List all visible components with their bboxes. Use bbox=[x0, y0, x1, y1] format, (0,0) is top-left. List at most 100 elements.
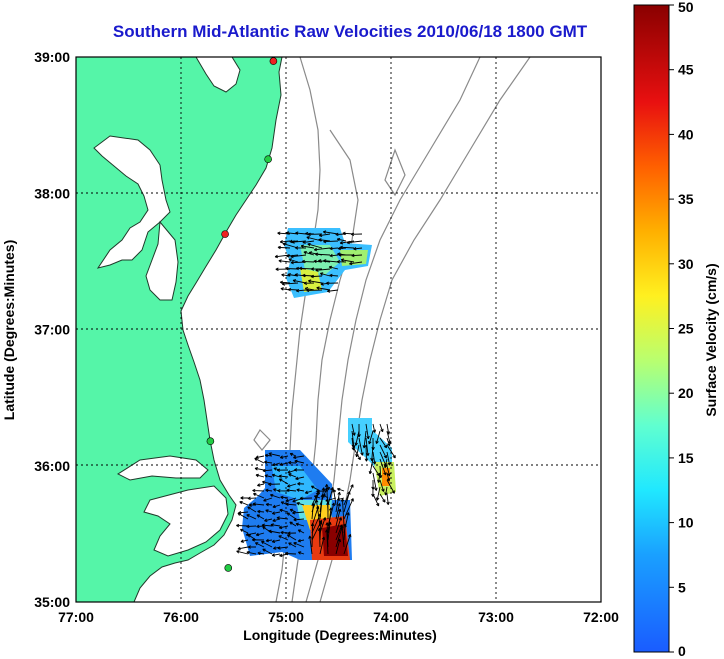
velocity-arrow bbox=[237, 512, 249, 520]
colorbar bbox=[633, 4, 670, 653]
velocity-arrow bbox=[289, 521, 297, 527]
x-tick-label: 76:00 bbox=[163, 609, 199, 625]
velocity-arrow bbox=[256, 514, 265, 520]
velocity-arrow bbox=[236, 523, 249, 528]
y-tick-label: 37:00 bbox=[34, 322, 70, 338]
velocity-arrow bbox=[314, 252, 331, 257]
velocity-arrow bbox=[353, 246, 363, 251]
velocity-arrow bbox=[372, 423, 377, 433]
velocity-arrow bbox=[271, 553, 281, 557]
velocity-arrow bbox=[296, 288, 307, 293]
velocity-arrow bbox=[279, 455, 289, 459]
velocity-arrow bbox=[296, 488, 305, 492]
velocity-arrow bbox=[332, 489, 337, 506]
velocity-arrow bbox=[278, 478, 289, 485]
velocity-arrow bbox=[310, 274, 323, 279]
velocity-arrow bbox=[340, 525, 345, 548]
velocity-arrow bbox=[335, 503, 341, 520]
velocity-arrow bbox=[265, 502, 273, 507]
velocity-arrow bbox=[307, 232, 323, 237]
velocity-arrow bbox=[292, 511, 305, 515]
velocity-arrow bbox=[286, 488, 297, 493]
velocity-arrow bbox=[285, 497, 297, 503]
velocity-arrow bbox=[318, 233, 331, 238]
velocity-arrow bbox=[329, 253, 339, 258]
velocity-arrow bbox=[240, 539, 249, 543]
plot-frame bbox=[75, 56, 602, 603]
velocity-arrow bbox=[310, 267, 323, 271]
velocity-arrow bbox=[296, 501, 305, 506]
velocity-arrow bbox=[328, 265, 339, 270]
velocity-arrow bbox=[246, 514, 257, 520]
station-marker-assateague bbox=[264, 155, 272, 163]
velocity-arrow bbox=[303, 281, 315, 286]
velocity-arrow bbox=[308, 279, 323, 284]
velocity-arrow bbox=[335, 538, 342, 555]
velocity-arrow bbox=[288, 460, 297, 465]
velocity-arrow bbox=[322, 230, 339, 235]
velocity-arrow bbox=[314, 499, 321, 527]
velocity-arrow bbox=[276, 468, 289, 472]
velocity-arrow bbox=[325, 281, 339, 286]
y-tick-label: 38:00 bbox=[34, 185, 70, 201]
velocity-arrow bbox=[286, 534, 297, 541]
velocity-arrow bbox=[325, 497, 337, 502]
colorbar-tick-label: 15 bbox=[678, 450, 694, 466]
velocity-arrow bbox=[288, 542, 297, 548]
velocity-arrow bbox=[254, 542, 265, 548]
velocity-arrow bbox=[386, 437, 391, 447]
velocity-arrow bbox=[337, 487, 345, 492]
velocity-arrow bbox=[386, 493, 390, 505]
velocity-arrow bbox=[275, 267, 291, 272]
velocity-arrow bbox=[308, 535, 313, 555]
velocity-arrow bbox=[329, 246, 339, 251]
velocity-arrow bbox=[313, 247, 331, 252]
velocity-arrow bbox=[254, 457, 265, 464]
velocity-arrow bbox=[262, 548, 273, 555]
colorbar-tick-label: 5 bbox=[678, 579, 686, 595]
velocity-arrow bbox=[287, 531, 297, 535]
velocity-arrow bbox=[358, 437, 364, 456]
velocity-arrow bbox=[288, 473, 297, 478]
velocity-arrow bbox=[297, 538, 305, 543]
velocity-arrow bbox=[292, 279, 307, 284]
velocity-arrow bbox=[247, 545, 257, 549]
velocity-arrow bbox=[318, 238, 331, 242]
velocity-arrow bbox=[354, 430, 360, 446]
velocity-arrow bbox=[293, 455, 305, 460]
station-marker-wallops bbox=[221, 230, 229, 238]
y-tick-label: 39:00 bbox=[34, 49, 70, 65]
velocity-arrow bbox=[386, 472, 391, 482]
velocity-arrow bbox=[261, 541, 273, 548]
velocity-arrow bbox=[271, 511, 281, 515]
colorbar-tick-label: 30 bbox=[678, 256, 694, 272]
velocity-arrow bbox=[271, 539, 281, 544]
velocity-arrow bbox=[279, 280, 291, 285]
velocity-arrow bbox=[256, 524, 265, 529]
velocity-arrow bbox=[268, 529, 281, 534]
velocity-arrow bbox=[336, 260, 347, 264]
velocity-arrows bbox=[236, 230, 396, 558]
velocity-arrow bbox=[323, 259, 339, 263]
colorbar-tick-label: 0 bbox=[678, 643, 686, 659]
velocity-arrow bbox=[386, 465, 391, 477]
velocity-arrow bbox=[327, 521, 332, 541]
velocity-arrow bbox=[362, 430, 367, 449]
velocity-arrow bbox=[339, 240, 355, 245]
velocity-arrow bbox=[247, 506, 257, 513]
velocity-arrow bbox=[278, 535, 289, 541]
velocity-arrow bbox=[246, 550, 257, 555]
velocity-arrow bbox=[271, 473, 281, 478]
velocity-arrow bbox=[327, 507, 333, 534]
velocity-arrow bbox=[257, 551, 265, 555]
velocity-arrow bbox=[310, 523, 315, 548]
velocity-arrow bbox=[281, 282, 299, 286]
colorbar-label: Surface Velocity (cm/s) bbox=[703, 263, 719, 416]
velocity-arrow bbox=[269, 493, 281, 499]
velocity-arrow bbox=[351, 423, 356, 436]
velocity-arrow bbox=[237, 546, 249, 551]
x-tick-label: 73:00 bbox=[478, 609, 514, 625]
albemarle-sound bbox=[116, 455, 209, 481]
velocity-arrow bbox=[239, 528, 249, 534]
velocity-arrow bbox=[290, 254, 307, 259]
